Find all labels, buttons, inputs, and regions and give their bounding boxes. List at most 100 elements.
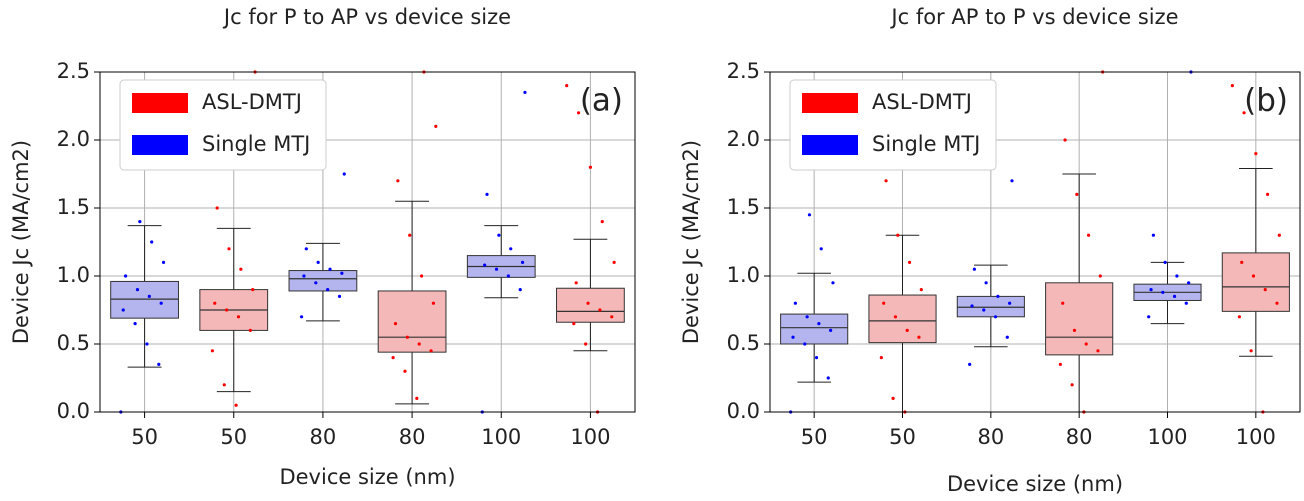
point <box>314 281 318 285</box>
legend-swatch <box>802 135 858 155</box>
point <box>1008 301 1012 305</box>
point <box>222 383 226 387</box>
y-axis-label: Device Jc (MA/cm2) <box>679 140 703 344</box>
x-tick-label: 80 <box>977 425 1004 449</box>
box <box>556 287 625 323</box>
point <box>124 274 128 278</box>
point <box>968 362 972 366</box>
point <box>1237 315 1241 319</box>
point <box>1249 349 1253 353</box>
y-axis-label: Device Jc (MA/cm2) <box>9 140 33 344</box>
point <box>982 308 986 312</box>
point <box>984 281 988 285</box>
x-tick-label: 50 <box>889 425 916 449</box>
point <box>791 335 795 339</box>
point <box>431 301 436 305</box>
point <box>598 308 602 312</box>
point <box>1010 179 1014 183</box>
point <box>805 315 809 319</box>
x-tick-label: 50 <box>131 425 158 449</box>
point <box>225 308 229 312</box>
point <box>161 260 166 264</box>
point <box>584 342 588 346</box>
point <box>1086 233 1091 237</box>
legend-swatch <box>132 93 188 113</box>
point <box>133 322 137 326</box>
point <box>403 369 407 373</box>
point <box>1151 233 1156 237</box>
point <box>157 362 161 366</box>
point <box>1254 152 1258 156</box>
point <box>610 315 614 319</box>
box <box>110 280 179 319</box>
point <box>215 206 219 210</box>
point <box>326 288 330 292</box>
legend-swatch <box>802 93 858 113</box>
point <box>1058 362 1062 366</box>
point <box>970 304 974 308</box>
x-tick-label: 100 <box>570 425 610 449</box>
box <box>956 295 1025 318</box>
point <box>1275 301 1279 305</box>
y-tick-label: 1.5 <box>57 195 90 219</box>
point <box>396 179 400 183</box>
point <box>497 233 501 237</box>
point <box>1184 301 1188 305</box>
chart-title: Jc for P to AP vs device size <box>222 5 511 29</box>
x-tick-label: 50 <box>220 425 247 449</box>
point <box>1063 138 1067 142</box>
point <box>1070 383 1074 387</box>
point <box>586 301 590 305</box>
point <box>302 274 306 278</box>
point <box>917 335 921 339</box>
x-tick-label: 80 <box>1066 425 1093 449</box>
point <box>993 315 998 319</box>
point <box>1265 192 1270 196</box>
y-tick-label: 2.0 <box>727 127 760 151</box>
point <box>138 220 142 224</box>
point <box>405 335 409 339</box>
point <box>1240 260 1244 264</box>
point <box>819 247 823 251</box>
point <box>826 376 830 380</box>
point <box>328 267 332 271</box>
annotation: (a) <box>580 83 623 119</box>
point <box>1242 111 1246 115</box>
point <box>1149 288 1153 292</box>
point <box>1061 301 1065 305</box>
point <box>576 111 581 115</box>
box <box>868 294 937 344</box>
point <box>588 165 593 169</box>
y-tick-label: 2.5 <box>727 59 760 83</box>
point <box>210 349 215 353</box>
point <box>1263 288 1267 292</box>
point <box>803 342 807 346</box>
point <box>1075 192 1079 196</box>
point <box>147 294 151 298</box>
box <box>288 270 358 292</box>
y-tick-label: 0.0 <box>57 399 90 423</box>
point <box>236 315 241 319</box>
point <box>1147 315 1151 319</box>
point <box>1098 274 1102 278</box>
point <box>509 247 513 251</box>
point <box>1277 233 1281 237</box>
plot-frame <box>769 71 1301 413</box>
point <box>485 192 489 196</box>
point <box>248 328 252 332</box>
point <box>891 396 895 400</box>
point <box>213 301 217 305</box>
point <box>1161 290 1165 294</box>
point <box>159 301 163 305</box>
point <box>817 322 821 326</box>
point <box>239 267 243 271</box>
point <box>1172 294 1177 298</box>
point <box>150 240 154 244</box>
point <box>1084 342 1088 346</box>
x-tick-label: 100 <box>481 425 521 449</box>
y-tick-label: 1.0 <box>727 263 760 287</box>
point <box>415 396 419 400</box>
point <box>494 267 499 271</box>
point <box>882 301 886 305</box>
point <box>393 322 398 326</box>
